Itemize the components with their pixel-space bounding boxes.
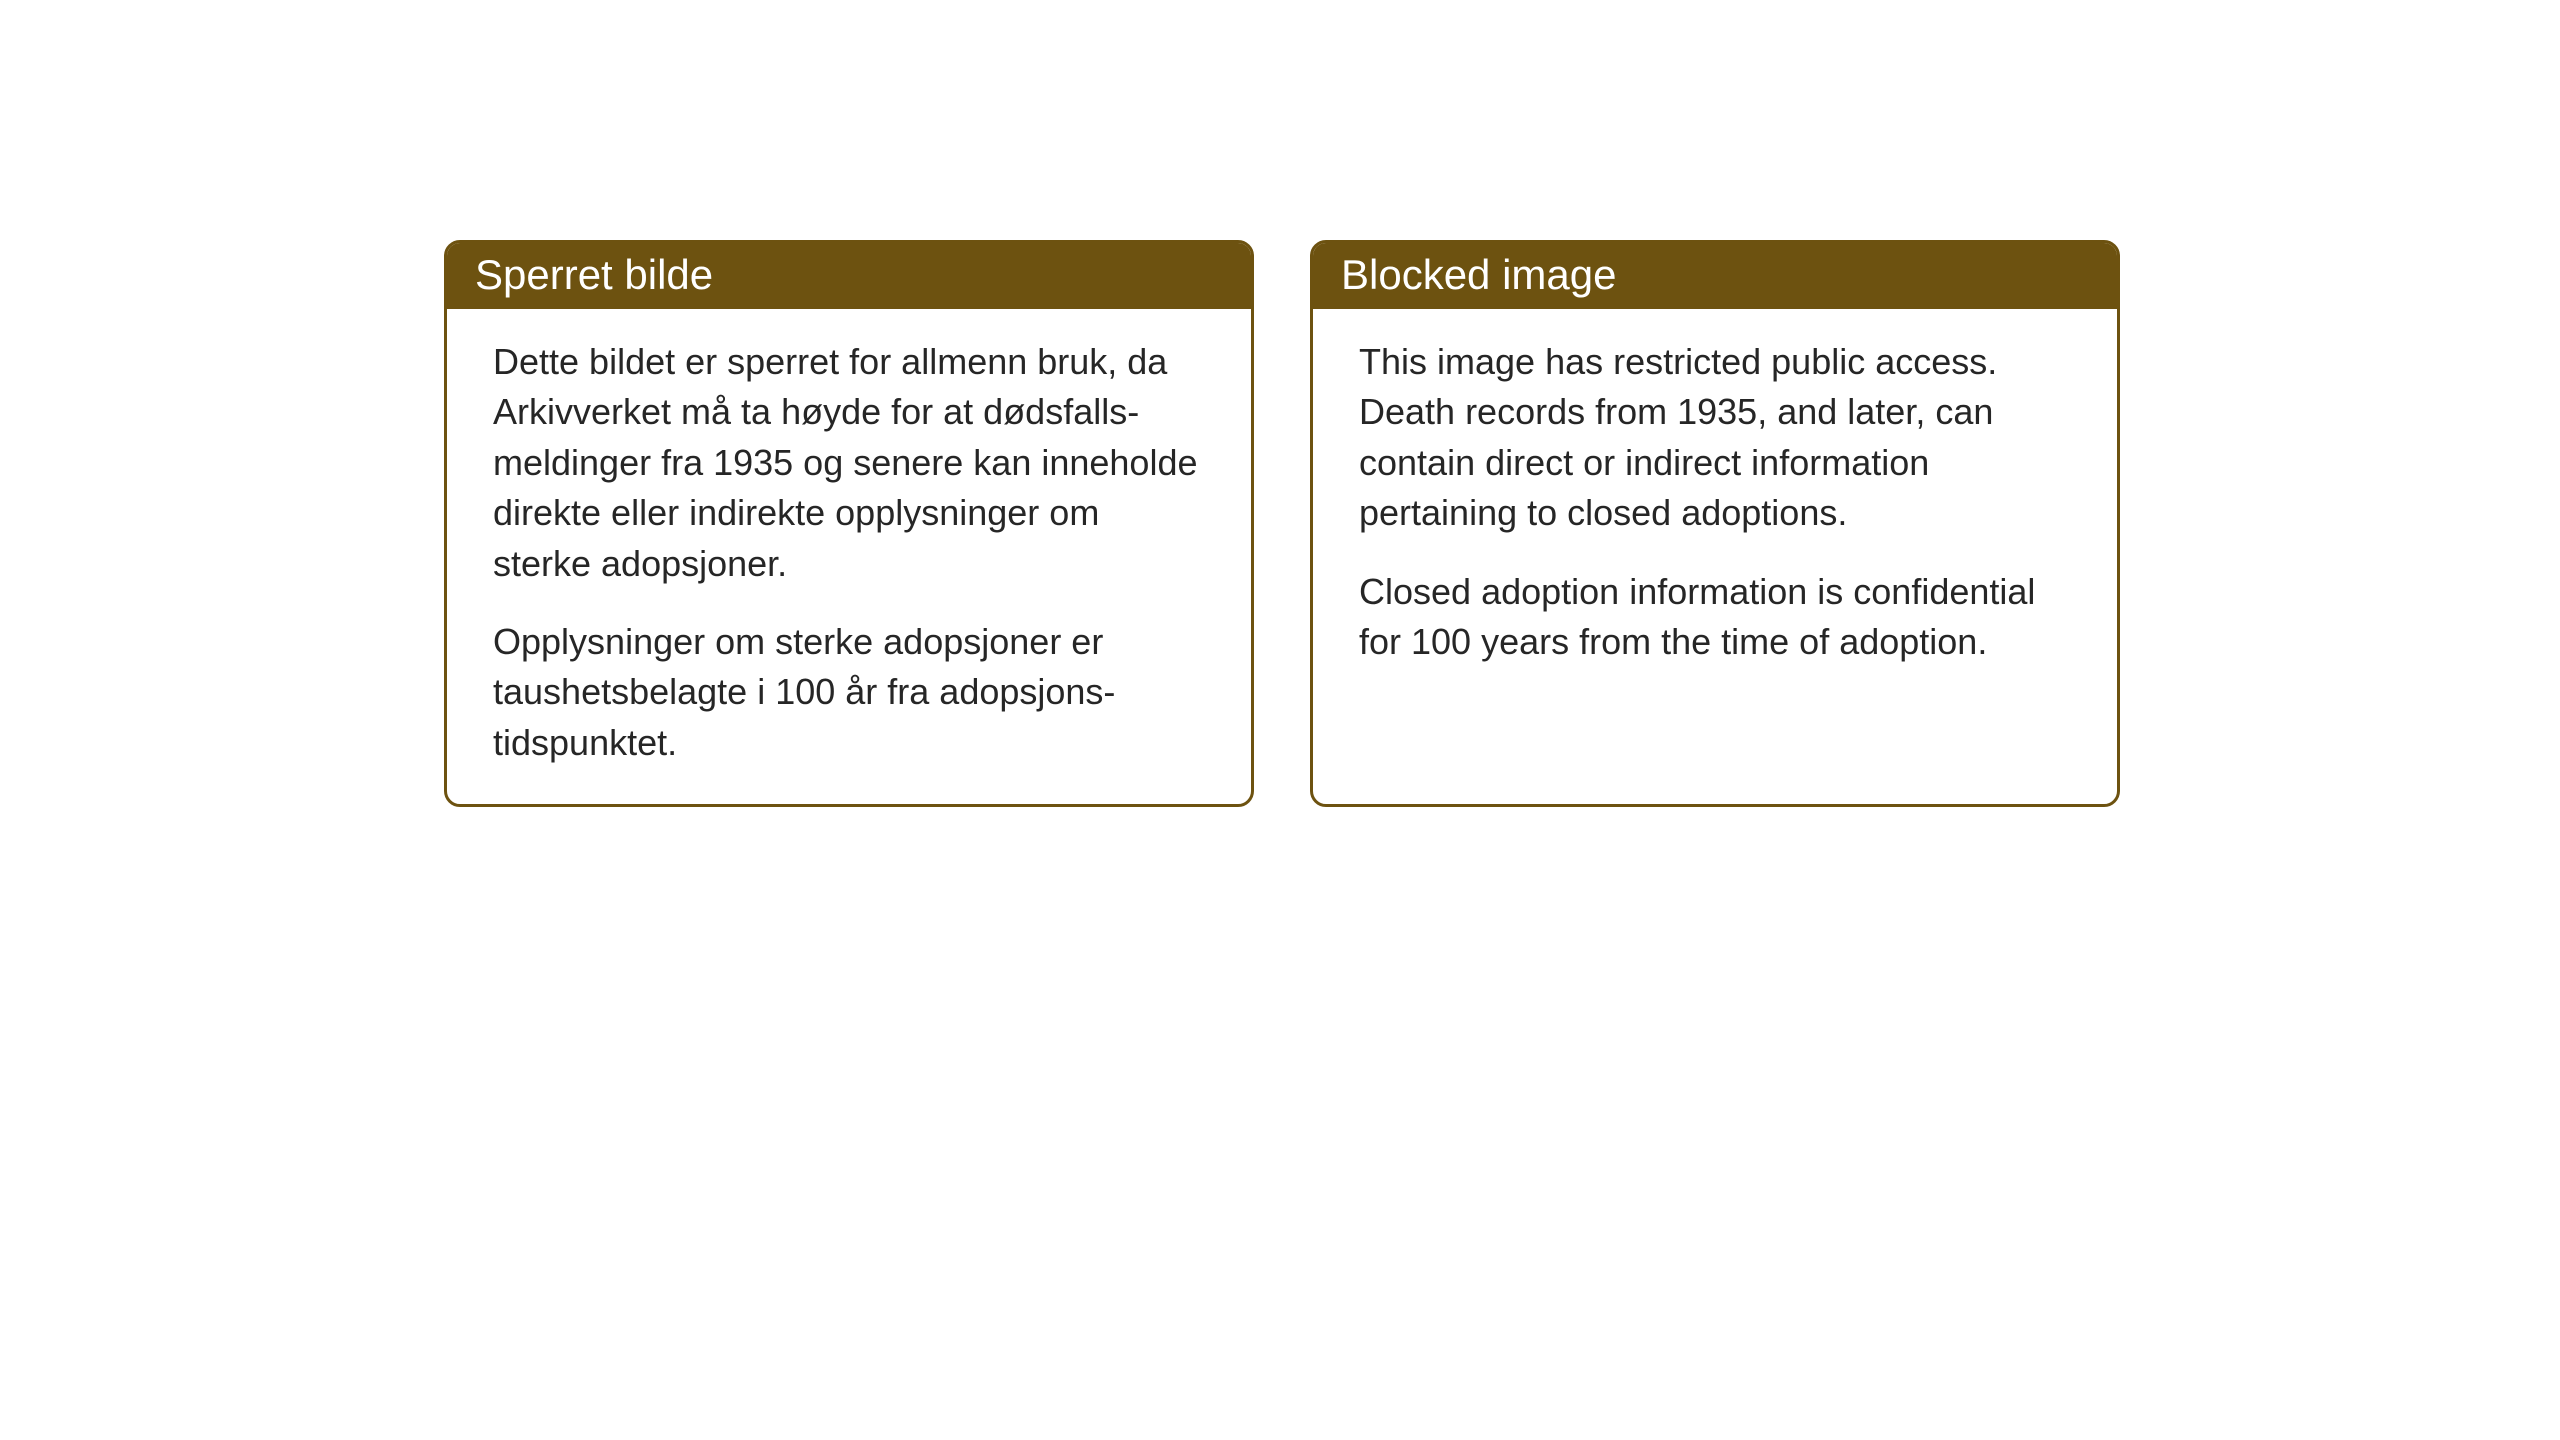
notice-cards-container: Sperret bilde Dette bildet er sperret fo… <box>444 240 2120 807</box>
notice-card-norwegian: Sperret bilde Dette bildet er sperret fo… <box>444 240 1254 807</box>
card-paragraph-2-english: Closed adoption information is confident… <box>1359 567 2071 668</box>
card-header-norwegian: Sperret bilde <box>447 243 1251 309</box>
card-body-norwegian: Dette bildet er sperret for allmenn bruk… <box>447 309 1251 804</box>
card-header-english: Blocked image <box>1313 243 2117 309</box>
card-body-english: This image has restricted public access.… <box>1313 309 2117 729</box>
card-paragraph-1-english: This image has restricted public access.… <box>1359 337 2071 539</box>
card-title-norwegian: Sperret bilde <box>475 251 713 298</box>
notice-card-english: Blocked image This image has restricted … <box>1310 240 2120 807</box>
card-paragraph-2-norwegian: Opplysninger om sterke adopsjoner er tau… <box>493 617 1205 768</box>
card-title-english: Blocked image <box>1341 251 1616 298</box>
card-paragraph-1-norwegian: Dette bildet er sperret for allmenn bruk… <box>493 337 1205 589</box>
